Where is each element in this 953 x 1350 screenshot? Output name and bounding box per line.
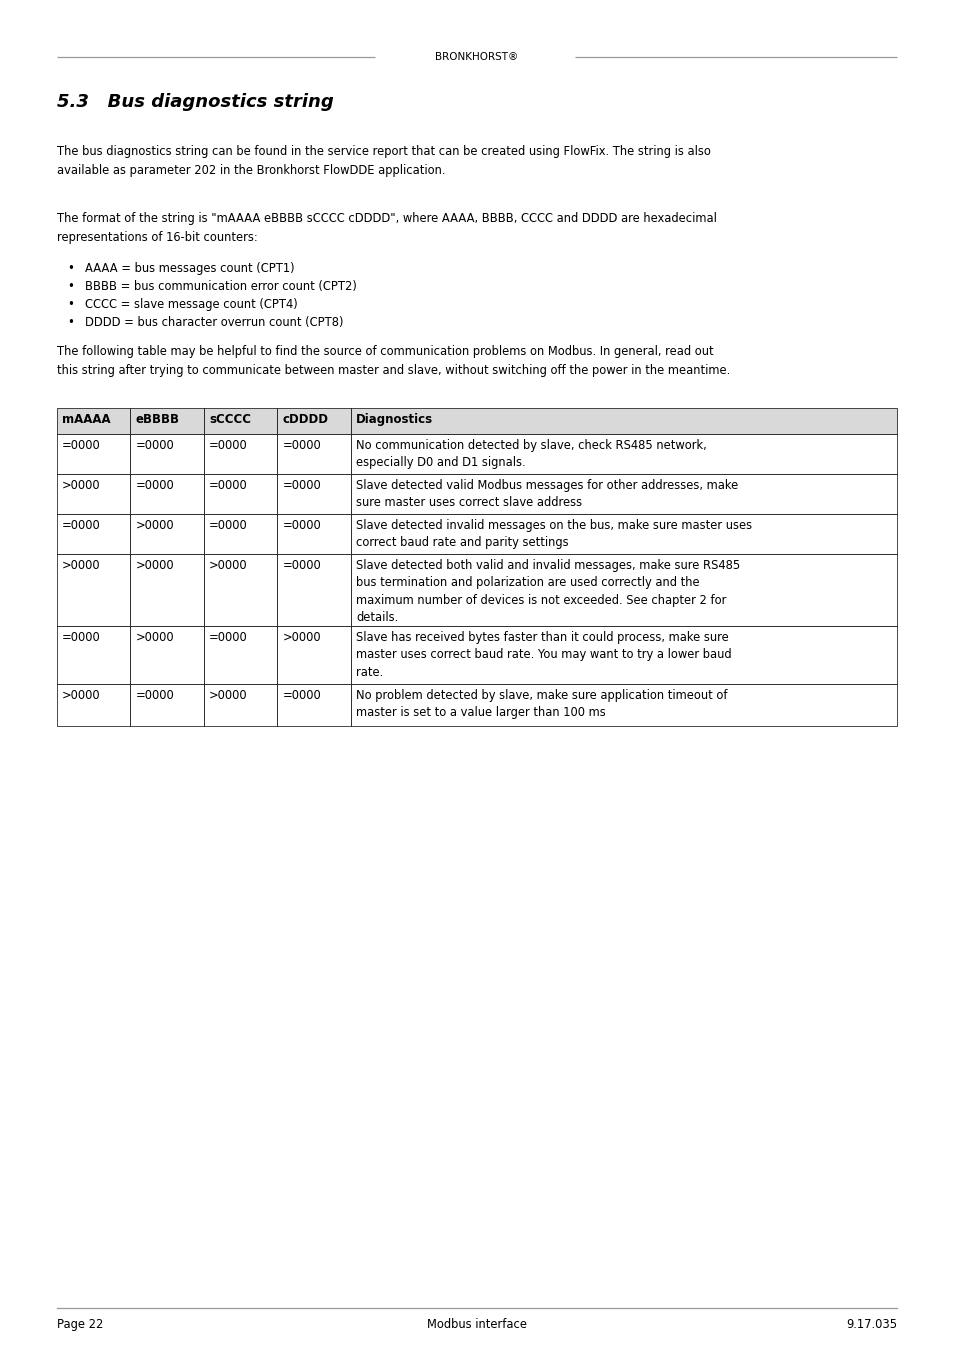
Text: =0000: =0000	[282, 518, 321, 532]
Text: No problem detected by slave, make sure application timeout of
master is set to : No problem detected by slave, make sure …	[355, 688, 727, 720]
Text: The format of the string is "mAAAA eBBBB sCCCC cDDDD", where AAAA, BBBB, CCCC an: The format of the string is "mAAAA eBBBB…	[57, 212, 716, 244]
Bar	[351, 626, 896, 684]
Text: =0000: =0000	[135, 439, 174, 452]
Text: Slave detected invalid messages on the bus, make sure master uses
correct baud r: Slave detected invalid messages on the b…	[355, 518, 751, 549]
Text: Slave detected valid Modbus messages for other addresses, make
sure master uses : Slave detected valid Modbus messages for…	[355, 479, 738, 509]
Text: Slave detected both valid and invalid messages, make sure RS485
bus termination : Slave detected both valid and invalid me…	[355, 559, 740, 625]
Text: 5.3   Bus diagnostics string: 5.3 Bus diagnostics string	[57, 93, 334, 111]
Text: >0000: >0000	[135, 630, 173, 644]
Bar	[277, 433, 351, 474]
Bar	[57, 554, 131, 626]
Bar	[131, 514, 204, 554]
Bar	[204, 684, 277, 726]
Text: •: •	[67, 262, 73, 275]
Text: =0000: =0000	[209, 630, 248, 644]
Text: BBBB = bus communication error count (CPT2): BBBB = bus communication error count (CP…	[85, 279, 356, 293]
Text: >0000: >0000	[135, 559, 173, 572]
Text: =0000: =0000	[209, 518, 248, 532]
Bar	[57, 626, 131, 684]
Text: •: •	[67, 298, 73, 311]
Text: BRONKHORST®: BRONKHORST®	[435, 53, 518, 62]
Bar	[131, 408, 204, 433]
Text: DDDD = bus character overrun count (CPT8): DDDD = bus character overrun count (CPT8…	[85, 316, 343, 329]
Bar	[204, 626, 277, 684]
Text: =0000: =0000	[62, 439, 101, 452]
Text: •: •	[67, 279, 73, 293]
Bar	[277, 626, 351, 684]
Bar	[204, 514, 277, 554]
Bar	[131, 554, 204, 626]
Text: =0000: =0000	[282, 479, 321, 491]
Bar	[57, 408, 131, 433]
Text: The bus diagnostics string can be found in the service report that can be create: The bus diagnostics string can be found …	[57, 144, 710, 177]
Bar	[204, 474, 277, 514]
Text: =0000: =0000	[135, 688, 174, 702]
Text: sCCCC: sCCCC	[209, 413, 251, 427]
Text: •: •	[67, 316, 73, 329]
Bar	[351, 514, 896, 554]
Text: Modbus interface: Modbus interface	[427, 1318, 526, 1331]
Bar	[277, 408, 351, 433]
Bar	[204, 433, 277, 474]
Text: >0000: >0000	[135, 518, 173, 532]
Bar	[351, 408, 896, 433]
Text: AAAA = bus messages count (CPT1): AAAA = bus messages count (CPT1)	[85, 262, 294, 275]
Text: The following table may be helpful to find the source of communication problems : The following table may be helpful to fi…	[57, 346, 729, 377]
Text: >0000: >0000	[282, 630, 321, 644]
Bar	[57, 684, 131, 726]
Bar	[131, 684, 204, 726]
Text: =0000: =0000	[282, 559, 321, 572]
Bar	[204, 408, 277, 433]
Bar	[57, 474, 131, 514]
Bar	[277, 474, 351, 514]
Text: CCCC = slave message count (CPT4): CCCC = slave message count (CPT4)	[85, 298, 297, 311]
Text: cDDDD: cDDDD	[282, 413, 328, 427]
Bar	[277, 514, 351, 554]
Text: =0000: =0000	[209, 479, 248, 491]
Text: =0000: =0000	[282, 688, 321, 702]
Text: =0000: =0000	[62, 518, 101, 532]
Text: Slave has received bytes faster than it could process, make sure
master uses cor: Slave has received bytes faster than it …	[355, 630, 731, 679]
Text: >0000: >0000	[209, 559, 248, 572]
Text: >0000: >0000	[62, 559, 100, 572]
Bar	[57, 433, 131, 474]
Bar	[131, 474, 204, 514]
Text: =0000: =0000	[62, 630, 101, 644]
Bar	[351, 474, 896, 514]
Bar	[131, 626, 204, 684]
Bar	[351, 684, 896, 726]
Text: >0000: >0000	[62, 479, 100, 491]
Bar	[351, 433, 896, 474]
Bar	[351, 554, 896, 626]
Text: =0000: =0000	[282, 439, 321, 452]
Bar	[204, 554, 277, 626]
Text: No communication detected by slave, check RS485 network,
especially D0 and D1 si: No communication detected by slave, chec…	[355, 439, 706, 470]
Text: >0000: >0000	[62, 688, 100, 702]
Text: eBBBB: eBBBB	[135, 413, 179, 427]
Text: 9.17.035: 9.17.035	[845, 1318, 896, 1331]
Text: Diagnostics: Diagnostics	[355, 413, 433, 427]
Bar	[57, 514, 131, 554]
Text: Page 22: Page 22	[57, 1318, 103, 1331]
Text: >0000: >0000	[209, 688, 248, 702]
Text: =0000: =0000	[135, 479, 174, 491]
Bar	[277, 554, 351, 626]
Text: =0000: =0000	[209, 439, 248, 452]
Bar	[277, 684, 351, 726]
Text: mAAAA: mAAAA	[62, 413, 111, 427]
Bar	[131, 433, 204, 474]
